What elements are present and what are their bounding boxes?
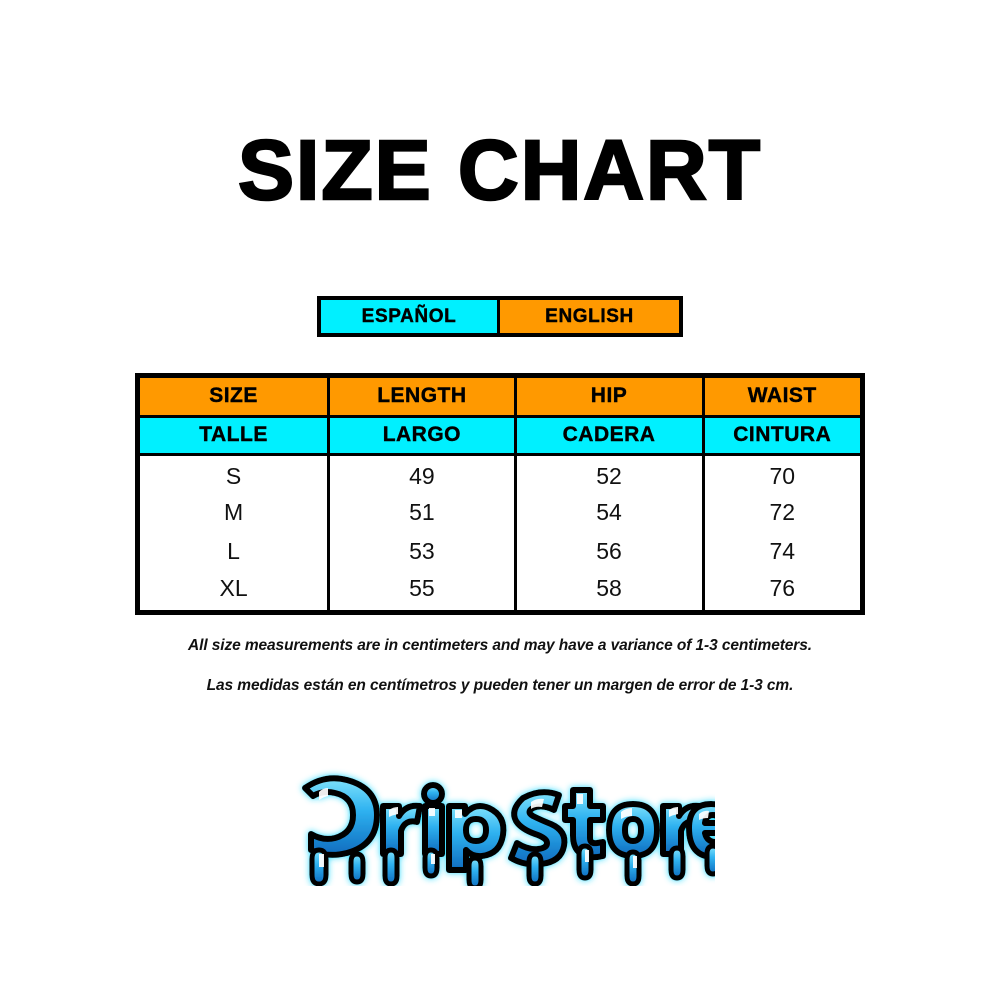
table-header-hip: HIP — [515, 378, 705, 418]
table-header-row-english: SIZE LENGTH HIP WAIST — [140, 378, 860, 418]
language-toggle-spanish[interactable]: ESPAÑOL — [321, 300, 500, 333]
dripstore-logo-icon — [302, 775, 715, 886]
table-header-row-spanish: TALLE LARGO CADERA CINTURA — [140, 416, 860, 456]
cell-length: 53 — [328, 532, 517, 571]
language-toggle[interactable]: ESPAÑOL ENGLISH — [317, 296, 683, 337]
note-english: All size measurements are in centimeters… — [188, 637, 812, 654]
cell-waist: 76 — [703, 571, 860, 610]
table-row: M 51 54 72 — [140, 493, 860, 532]
language-toggle-english[interactable]: ENGLISH — [500, 300, 679, 333]
cell-waist: 70 — [703, 454, 860, 493]
cell-size: XL — [140, 571, 331, 610]
cell-waist: 74 — [703, 532, 860, 571]
cell-length: 51 — [328, 493, 517, 532]
cell-size: M — [140, 493, 331, 532]
table-header-cadera: CADERA — [515, 416, 705, 456]
cell-size: L — [140, 532, 331, 571]
size-table-container: SIZE LENGTH HIP WAIST TALLE LARGO CADERA… — [135, 373, 865, 615]
cell-size: S — [140, 454, 331, 493]
table-header-size: SIZE — [140, 378, 331, 418]
cell-hip: 54 — [515, 493, 705, 532]
table-header-talle: TALLE — [140, 416, 331, 456]
cell-length: 49 — [328, 454, 517, 493]
size-table: SIZE LENGTH HIP WAIST TALLE LARGO CADERA… — [140, 378, 860, 610]
cell-hip: 56 — [515, 532, 705, 571]
table-row: S 49 52 70 — [140, 454, 860, 493]
table-header-largo: LARGO — [328, 416, 517, 456]
cell-hip: 58 — [515, 571, 705, 610]
table-header-waist: WAIST — [703, 378, 860, 418]
table-header-length: LENGTH — [328, 378, 517, 418]
table-header-cintura: CINTURA — [703, 416, 860, 456]
cell-hip: 52 — [515, 454, 705, 493]
cell-length: 55 — [328, 571, 517, 610]
page-title: SIZE CHART — [237, 123, 762, 217]
cell-waist: 72 — [703, 493, 860, 532]
table-row: XL 55 58 76 — [140, 571, 860, 610]
note-spanish: Las medidas están en centímetros y puede… — [206, 677, 794, 694]
table-row: L 53 56 74 — [140, 532, 860, 571]
brand-logo — [280, 757, 720, 887]
